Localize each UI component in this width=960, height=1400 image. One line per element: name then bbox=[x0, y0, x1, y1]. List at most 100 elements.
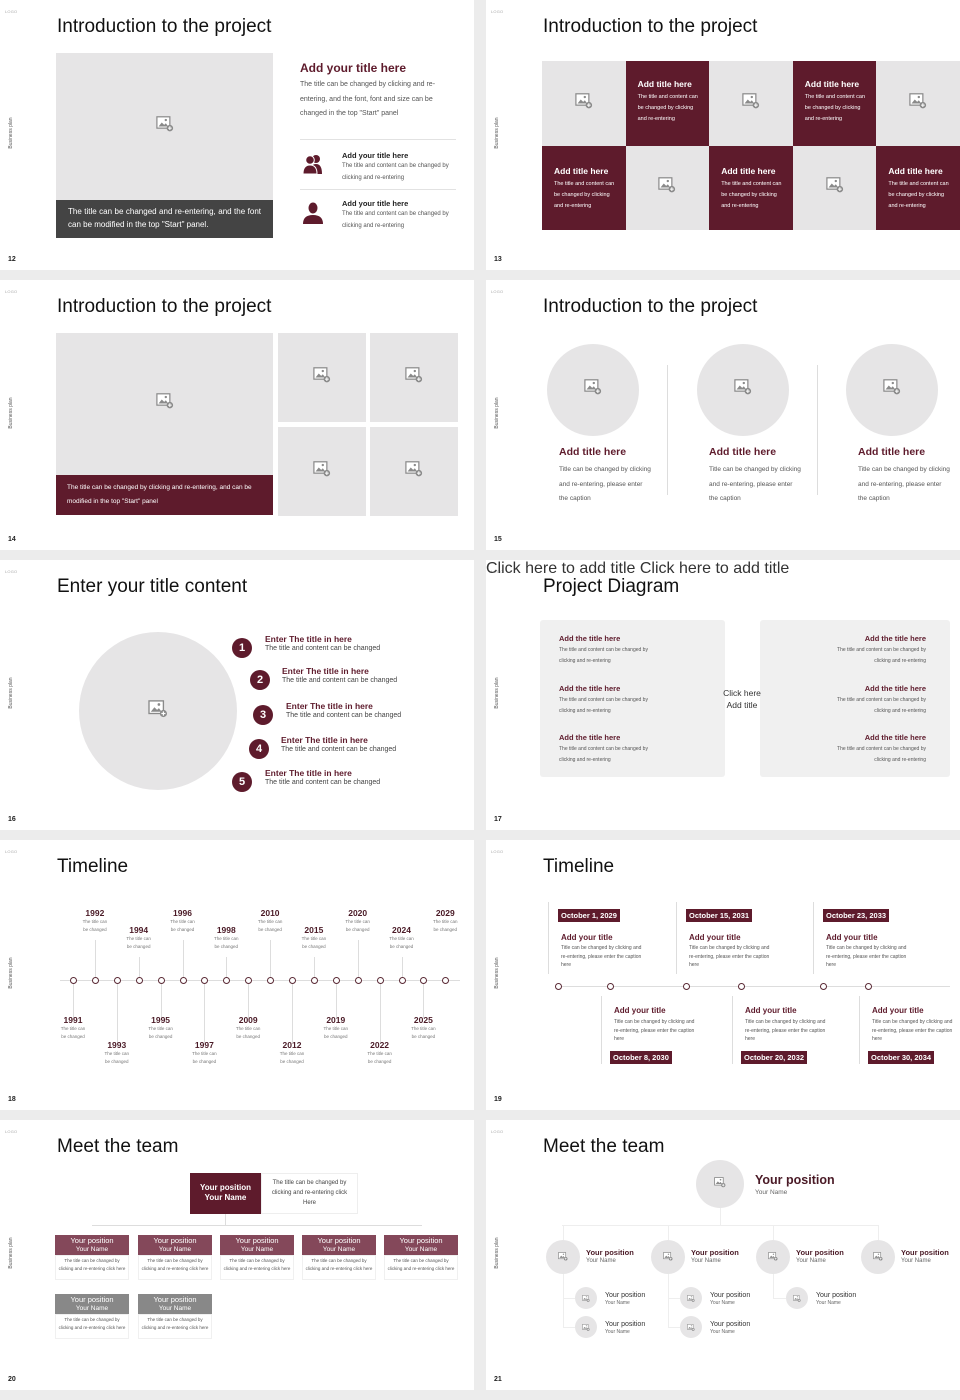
member-photo[interactable] bbox=[546, 1240, 580, 1274]
member-photo[interactable] bbox=[680, 1316, 702, 1338]
timeline-node[interactable] bbox=[70, 977, 77, 984]
member-card-header[interactable]: Your position Your Name bbox=[138, 1235, 212, 1255]
timeline-node[interactable] bbox=[289, 977, 296, 984]
number-badge: 2 bbox=[250, 670, 270, 690]
image-cell[interactable] bbox=[792, 145, 877, 230]
item-text: Title can be changed by clicking and re-… bbox=[858, 466, 950, 502]
member-photo[interactable] bbox=[786, 1287, 808, 1309]
image-placeholder[interactable] bbox=[56, 53, 273, 200]
image-placeholder[interactable] bbox=[278, 427, 366, 516]
timeline-node[interactable] bbox=[223, 977, 231, 984]
image-placeholder-circle[interactable] bbox=[697, 344, 789, 436]
number-badge: 1 bbox=[232, 638, 252, 658]
member-photo[interactable] bbox=[861, 1240, 895, 1274]
member-card-header[interactable]: Your position Your Name bbox=[55, 1294, 129, 1314]
timeline-node[interactable] bbox=[398, 977, 406, 984]
timeline-node[interactable] bbox=[332, 977, 340, 984]
image-placeholder-icon bbox=[825, 177, 844, 198]
image-cell[interactable] bbox=[625, 145, 710, 230]
slide-20[interactable]: LOGO Business plan 20 Meet the team Your pos… bbox=[0, 1120, 474, 1390]
timeline-node[interactable] bbox=[442, 977, 450, 984]
timeline-node[interactable] bbox=[607, 983, 614, 990]
timeline-node[interactable] bbox=[354, 977, 362, 984]
slide-title[interactable]: Enter your title content bbox=[57, 576, 248, 597]
slide-12[interactable]: LOGO Business plan 12 Introduction to the p… bbox=[0, 0, 474, 270]
image-placeholder-circle[interactable] bbox=[547, 344, 639, 436]
connector bbox=[773, 1298, 786, 1299]
image-placeholder-circle[interactable] bbox=[79, 632, 237, 790]
image-placeholder-circle[interactable] bbox=[846, 344, 938, 436]
slide-title[interactable]: Introduction to the project bbox=[543, 296, 758, 317]
text-cell[interactable]: Add title here The title and content can … bbox=[709, 145, 793, 230]
timeline-node[interactable] bbox=[820, 983, 827, 990]
text-cell[interactable]: Add title here The title and content can … bbox=[792, 61, 877, 146]
slide-title[interactable]: Introduction to the project bbox=[57, 296, 272, 317]
image-placeholder-large[interactable] bbox=[56, 333, 273, 475]
timeline-node[interactable] bbox=[157, 977, 165, 984]
slide-15[interactable]: LOGO Business plan 15 Introduction to the p… bbox=[486, 280, 960, 550]
member-card-header[interactable]: Your position Your Name bbox=[138, 1294, 212, 1314]
slide-title[interactable]: Timeline bbox=[57, 856, 129, 877]
top-member-photo[interactable] bbox=[696, 1160, 744, 1208]
timeline-node[interactable] bbox=[135, 977, 143, 984]
timeline-node[interactable] bbox=[179, 977, 187, 984]
slide-16[interactable]: LOGO Business plan 16 Enter your title cont… bbox=[0, 560, 474, 830]
top-member-card[interactable]: Your position Your Name bbox=[190, 1173, 261, 1214]
image-placeholder[interactable] bbox=[370, 333, 458, 422]
member-photo[interactable] bbox=[756, 1240, 790, 1274]
text-cell[interactable]: Add title here The title and content can … bbox=[625, 61, 710, 146]
maroon-cycle-arrow[interactable]: Click here to add title Click here to ad… bbox=[486, 560, 789, 577]
image-placeholder[interactable] bbox=[278, 333, 366, 422]
timeline-node[interactable] bbox=[91, 977, 99, 984]
slide-21[interactable]: LOGO Business plan 21 Meet the team Your pos… bbox=[486, 1120, 960, 1390]
member-photo[interactable] bbox=[651, 1240, 685, 1274]
member-photo[interactable] bbox=[680, 1287, 702, 1309]
timeline-node[interactable] bbox=[201, 977, 209, 984]
arc-left-label[interactable]: Click here to add title bbox=[486, 560, 636, 577]
text-cell[interactable]: Add title here The title and content can … bbox=[542, 145, 626, 230]
timeline-node[interactable] bbox=[267, 977, 275, 984]
image-placeholder-icon bbox=[313, 461, 331, 482]
slide-title[interactable]: Introduction to the project bbox=[57, 16, 272, 37]
side-label: Business plan bbox=[8, 1237, 14, 1269]
member-photo[interactable] bbox=[575, 1287, 597, 1309]
image-cell[interactable] bbox=[709, 61, 793, 146]
slide-title[interactable]: Timeline bbox=[543, 856, 615, 877]
timeline-node[interactable] bbox=[865, 983, 872, 990]
slide-18[interactable]: LOGO Business plan 18 Timeline 1991 The title… bbox=[0, 840, 474, 1110]
slide-19[interactable]: LOGO Business plan 19 Timeline October 1, 20… bbox=[486, 840, 960, 1110]
timeline-node[interactable] bbox=[420, 977, 428, 984]
slide-title[interactable]: Introduction to the project bbox=[543, 16, 758, 37]
timeline-node[interactable] bbox=[310, 977, 318, 984]
arc-right-label[interactable]: Click here to add title bbox=[639, 560, 790, 577]
member-card-header[interactable]: Your position Your Name bbox=[302, 1235, 376, 1255]
left-item-title: Add the title here bbox=[559, 634, 621, 643]
member-card-header[interactable]: Your position Your Name bbox=[220, 1235, 294, 1255]
image-placeholder[interactable] bbox=[370, 427, 458, 516]
slide-14[interactable]: LOGO Business plan 14 Introduction to the p… bbox=[0, 280, 474, 550]
member-card-header[interactable]: Your position Your Name bbox=[55, 1235, 129, 1255]
image-cell[interactable] bbox=[876, 61, 960, 146]
timeline-axis bbox=[558, 986, 950, 987]
logo: LOGO bbox=[5, 289, 18, 294]
timeline-node[interactable] bbox=[245, 977, 253, 984]
slide-title[interactable]: Project Diagram bbox=[543, 576, 680, 597]
timeline-node[interactable] bbox=[555, 983, 562, 990]
timeline-node[interactable] bbox=[376, 977, 384, 984]
year-label: 2019 bbox=[326, 1015, 346, 1025]
slide-title[interactable]: Meet the team bbox=[57, 1136, 179, 1157]
image-cell[interactable] bbox=[542, 61, 626, 146]
gray-cycle-arrow[interactable]: Click here to add title Click here to ad… bbox=[486, 560, 789, 577]
slide-13[interactable]: LOGO Business plan 13 Introduction to the p… bbox=[486, 0, 960, 270]
slide-title[interactable]: Meet the team bbox=[543, 1136, 665, 1157]
connector bbox=[226, 957, 228, 977]
text-cell[interactable]: Add title here The title and content can … bbox=[876, 145, 960, 230]
slide-17[interactable]: LOGO Business plan 17 Project Diagram Click… bbox=[486, 560, 960, 830]
timeline-node[interactable] bbox=[738, 983, 745, 990]
timeline-node[interactable] bbox=[113, 977, 121, 984]
side-label: Business plan bbox=[494, 957, 500, 989]
member-card-header[interactable]: Your position Your Name bbox=[384, 1235, 458, 1255]
member-name: Your Name bbox=[586, 1258, 616, 1264]
member-photo[interactable] bbox=[575, 1316, 597, 1338]
timeline-node[interactable] bbox=[683, 983, 690, 990]
